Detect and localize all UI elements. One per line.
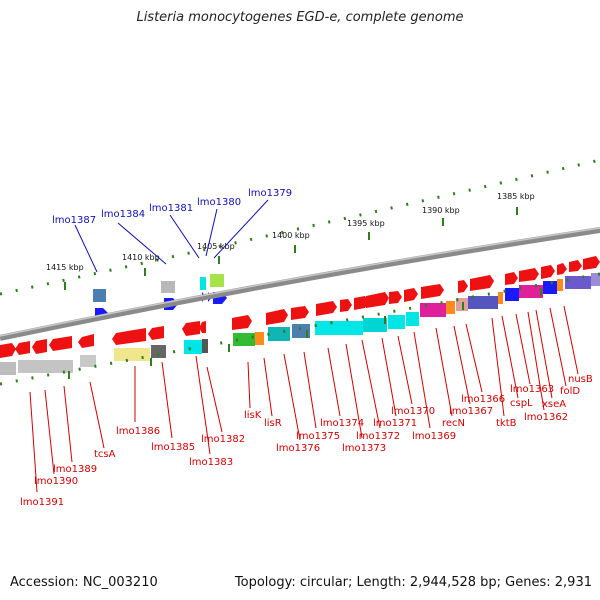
map-title: Listeria monocytogenes EGD-e, complete g… xyxy=(136,10,464,25)
ruler-label: 1410 kbp xyxy=(122,253,160,262)
gene-label-lower: lmo1382 xyxy=(201,434,245,445)
gene-label-upper: lmo1387 xyxy=(52,215,96,226)
gene-label-lower: xseA xyxy=(542,399,566,410)
genome-backbone xyxy=(0,227,600,341)
gene-label-lower: lmo1391 xyxy=(20,497,64,508)
ruler-label: 1390 kbp xyxy=(422,206,460,215)
gene-label-lower: lisR xyxy=(264,418,282,429)
gene-label-lower: lmo1374 xyxy=(320,418,364,429)
gene-label-lower: lmo1367 xyxy=(449,406,493,417)
gene-label-lower: lmo1369 xyxy=(412,431,456,442)
gene-label-lower: folD xyxy=(560,386,580,397)
gene-label-lower: lmo1373 xyxy=(342,443,386,454)
gene-label-lower: recN xyxy=(442,418,465,429)
gene-label-lower: lmo1386 xyxy=(116,426,160,437)
gene-label-lower: lmo1371 xyxy=(373,418,417,429)
gene-arrows-reverse xyxy=(0,321,206,358)
gene-label-lower: lmo1366 xyxy=(461,394,505,405)
gene-arrows-forward xyxy=(232,256,600,330)
ruler-label: 1385 kbp xyxy=(497,192,535,201)
gene-label-upper: lmo1384 xyxy=(101,209,145,220)
ruler-labels: 1415 kbp 1410 kbp 1405 kbp 1400 kbp 1395… xyxy=(46,192,535,272)
gene-label-lower: lmo1389 xyxy=(53,464,97,475)
gene-label-lower: lmo1375 xyxy=(296,431,340,442)
gene-label-lower: lmo1370 xyxy=(391,406,435,417)
ruler-label: 1405 kbp xyxy=(197,242,235,251)
ruler-label: 1400 kbp xyxy=(272,231,310,240)
upper-labels: lmo1387 lmo1384 lmo1381 lmo1380 lmo1379 xyxy=(52,188,292,273)
gene-label-lower: tcsA xyxy=(94,449,116,460)
gene-label-upper: lmo1379 xyxy=(248,188,292,199)
gene-label-lower: lmo1363 xyxy=(510,384,554,395)
gene-label-lower: lmo1376 xyxy=(276,443,320,454)
ruler-label: 1395 kbp xyxy=(347,219,385,228)
gene-label-lower: tktB xyxy=(496,418,517,429)
gene-label-upper: lmo1380 xyxy=(197,197,241,208)
topology-text: Topology: circular; Length: 2,944,528 bp… xyxy=(234,575,592,590)
gene-label-lower: cspL xyxy=(510,398,533,409)
ruler-outer xyxy=(0,158,600,296)
gene-label-lower: lmo1385 xyxy=(151,442,195,453)
ruler-label: 1415 kbp xyxy=(46,263,84,272)
gene-label-upper: lmo1381 xyxy=(149,203,193,214)
gene-label-lower: lmo1390 xyxy=(34,476,78,487)
gene-label-lower: lmo1372 xyxy=(356,431,400,442)
gene-label-lower: lmo1362 xyxy=(524,412,568,423)
gene-label-lower: nusB xyxy=(568,374,593,385)
lower-leader-lines xyxy=(29,305,579,493)
colored-features xyxy=(0,273,600,375)
lower-labels: lmo1391 lmo1390 lmo1389 tcsA lmo1386 lmo… xyxy=(20,374,593,508)
ruler-inner xyxy=(0,272,600,386)
accession-text: Accession: NC_003210 xyxy=(10,575,158,590)
gene-label-lower: lisK xyxy=(244,410,262,421)
gene-label-lower: lmo1383 xyxy=(189,457,233,468)
